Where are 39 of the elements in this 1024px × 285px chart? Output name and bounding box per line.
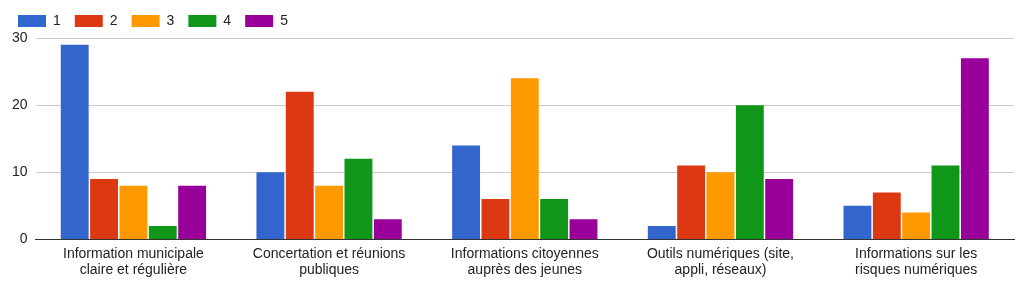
bar: [510, 78, 539, 239]
legend-label: 1: [53, 11, 61, 28]
x-tick-label: Informations sur les risques numériques: [855, 244, 978, 278]
bar: [765, 178, 794, 239]
bar: [452, 145, 481, 239]
bar: [872, 192, 901, 239]
bar: [647, 225, 676, 239]
bar: [481, 199, 510, 239]
bar: [960, 58, 989, 239]
x-tick-label: Informations citoyennes auprès des jeunes: [450, 244, 599, 278]
legend-label: 3: [166, 11, 175, 28]
bar: [148, 225, 177, 239]
bar: [60, 44, 89, 239]
bar: [90, 178, 119, 239]
bar: [256, 172, 285, 239]
legend-label: 2: [109, 11, 118, 28]
bar: [285, 91, 314, 239]
legend-label: 5: [280, 11, 289, 28]
bar: [735, 105, 764, 239]
bar: [119, 185, 148, 239]
y-tick-label: 10: [11, 163, 28, 180]
bar: [569, 219, 598, 239]
bar: [843, 205, 872, 239]
bar: [178, 185, 207, 239]
x-tick-label: Concertation et réunions publiques: [252, 244, 406, 278]
bar: [540, 199, 569, 239]
x-tick-label: Information municipale claire et régulière: [62, 244, 205, 278]
x-tick-label: Outils numériques (site, appli, réseaux): [646, 244, 794, 278]
bar: [315, 185, 344, 239]
bar: [706, 172, 735, 239]
bar: [344, 158, 373, 239]
y-tick-label: 20: [11, 95, 28, 112]
bar: [902, 212, 931, 239]
bar: [373, 219, 402, 239]
y-tick-label: 30: [11, 28, 28, 45]
bar: [931, 165, 960, 239]
legend-label: 4: [223, 11, 232, 28]
y-tick-label: 0: [19, 230, 28, 247]
bar: [677, 165, 706, 239]
